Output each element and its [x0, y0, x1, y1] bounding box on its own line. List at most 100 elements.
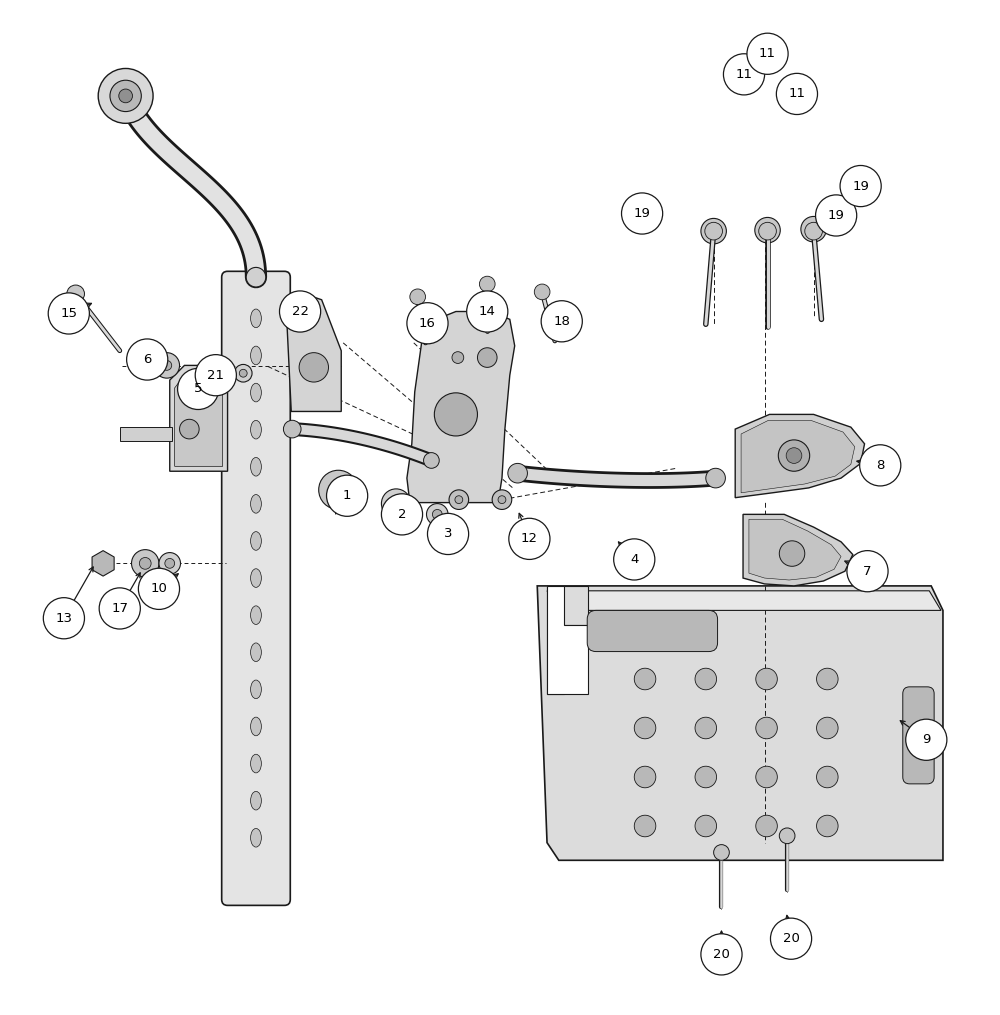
Text: 16: 16 — [419, 317, 436, 330]
Circle shape — [817, 718, 838, 739]
Circle shape — [695, 815, 717, 836]
FancyBboxPatch shape — [903, 687, 934, 784]
Circle shape — [498, 495, 506, 503]
Circle shape — [779, 541, 805, 566]
Circle shape — [110, 80, 141, 112]
Circle shape — [427, 514, 469, 554]
Circle shape — [407, 302, 448, 344]
Text: 3: 3 — [444, 528, 452, 540]
Text: 8: 8 — [876, 459, 884, 472]
Text: 20: 20 — [783, 932, 799, 945]
Circle shape — [139, 557, 151, 569]
Circle shape — [541, 300, 582, 342]
Circle shape — [424, 453, 439, 468]
Text: 5: 5 — [194, 383, 202, 396]
Circle shape — [756, 815, 777, 836]
Circle shape — [434, 393, 477, 436]
Ellipse shape — [251, 792, 261, 810]
Polygon shape — [743, 515, 853, 586]
Circle shape — [816, 195, 857, 236]
Circle shape — [747, 33, 788, 74]
Circle shape — [634, 718, 656, 739]
Circle shape — [509, 519, 550, 559]
Circle shape — [299, 352, 328, 382]
Text: 22: 22 — [292, 304, 309, 318]
Circle shape — [467, 291, 508, 332]
Circle shape — [779, 828, 795, 843]
Circle shape — [426, 503, 448, 525]
Polygon shape — [547, 586, 588, 693]
Circle shape — [695, 668, 717, 690]
Text: 19: 19 — [828, 209, 845, 222]
Text: 17: 17 — [111, 602, 128, 615]
Circle shape — [127, 339, 168, 380]
Circle shape — [634, 766, 656, 788]
Circle shape — [452, 351, 464, 363]
Text: 1: 1 — [343, 489, 351, 502]
Circle shape — [327, 475, 368, 517]
Circle shape — [723, 54, 765, 95]
Text: 21: 21 — [207, 368, 224, 382]
Polygon shape — [120, 427, 172, 441]
Circle shape — [477, 348, 497, 367]
Circle shape — [381, 489, 411, 519]
Circle shape — [817, 815, 838, 836]
Circle shape — [203, 358, 225, 380]
Ellipse shape — [251, 718, 261, 736]
Text: 19: 19 — [634, 207, 651, 220]
Circle shape — [776, 73, 818, 115]
Circle shape — [479, 276, 495, 292]
Ellipse shape — [251, 532, 261, 550]
Circle shape — [706, 468, 725, 488]
Text: 14: 14 — [479, 304, 496, 318]
Circle shape — [234, 364, 252, 382]
Circle shape — [67, 285, 84, 302]
Circle shape — [132, 550, 159, 578]
Circle shape — [634, 815, 656, 836]
Circle shape — [756, 766, 777, 788]
Ellipse shape — [251, 494, 261, 514]
Circle shape — [210, 365, 218, 374]
Circle shape — [817, 766, 838, 788]
Ellipse shape — [251, 458, 261, 476]
Polygon shape — [286, 294, 341, 411]
Circle shape — [805, 222, 822, 240]
Circle shape — [283, 420, 301, 437]
Polygon shape — [175, 376, 223, 466]
Text: 15: 15 — [60, 307, 77, 320]
Circle shape — [714, 844, 729, 861]
Circle shape — [381, 493, 423, 535]
Polygon shape — [749, 520, 841, 580]
Circle shape — [449, 490, 469, 510]
Circle shape — [809, 224, 818, 234]
Circle shape — [786, 448, 802, 464]
Circle shape — [239, 369, 247, 378]
FancyBboxPatch shape — [587, 610, 718, 652]
Circle shape — [701, 934, 742, 975]
Text: 20: 20 — [713, 948, 730, 961]
Polygon shape — [547, 586, 588, 693]
Circle shape — [614, 539, 655, 580]
Ellipse shape — [251, 828, 261, 848]
Text: 12: 12 — [521, 532, 538, 545]
Ellipse shape — [251, 420, 261, 438]
Ellipse shape — [251, 680, 261, 698]
Circle shape — [763, 225, 772, 235]
Circle shape — [709, 226, 719, 236]
Ellipse shape — [251, 384, 261, 402]
Text: 11: 11 — [736, 68, 753, 81]
Text: 11: 11 — [759, 48, 776, 60]
Circle shape — [847, 550, 888, 592]
Circle shape — [770, 919, 812, 959]
Ellipse shape — [251, 606, 261, 624]
Circle shape — [195, 354, 236, 396]
Circle shape — [280, 291, 321, 332]
Circle shape — [246, 267, 266, 287]
Circle shape — [138, 568, 180, 609]
Circle shape — [778, 439, 810, 471]
Circle shape — [492, 490, 512, 510]
Circle shape — [410, 289, 426, 304]
Text: 19: 19 — [852, 180, 869, 193]
Circle shape — [180, 419, 199, 438]
Polygon shape — [741, 420, 855, 493]
